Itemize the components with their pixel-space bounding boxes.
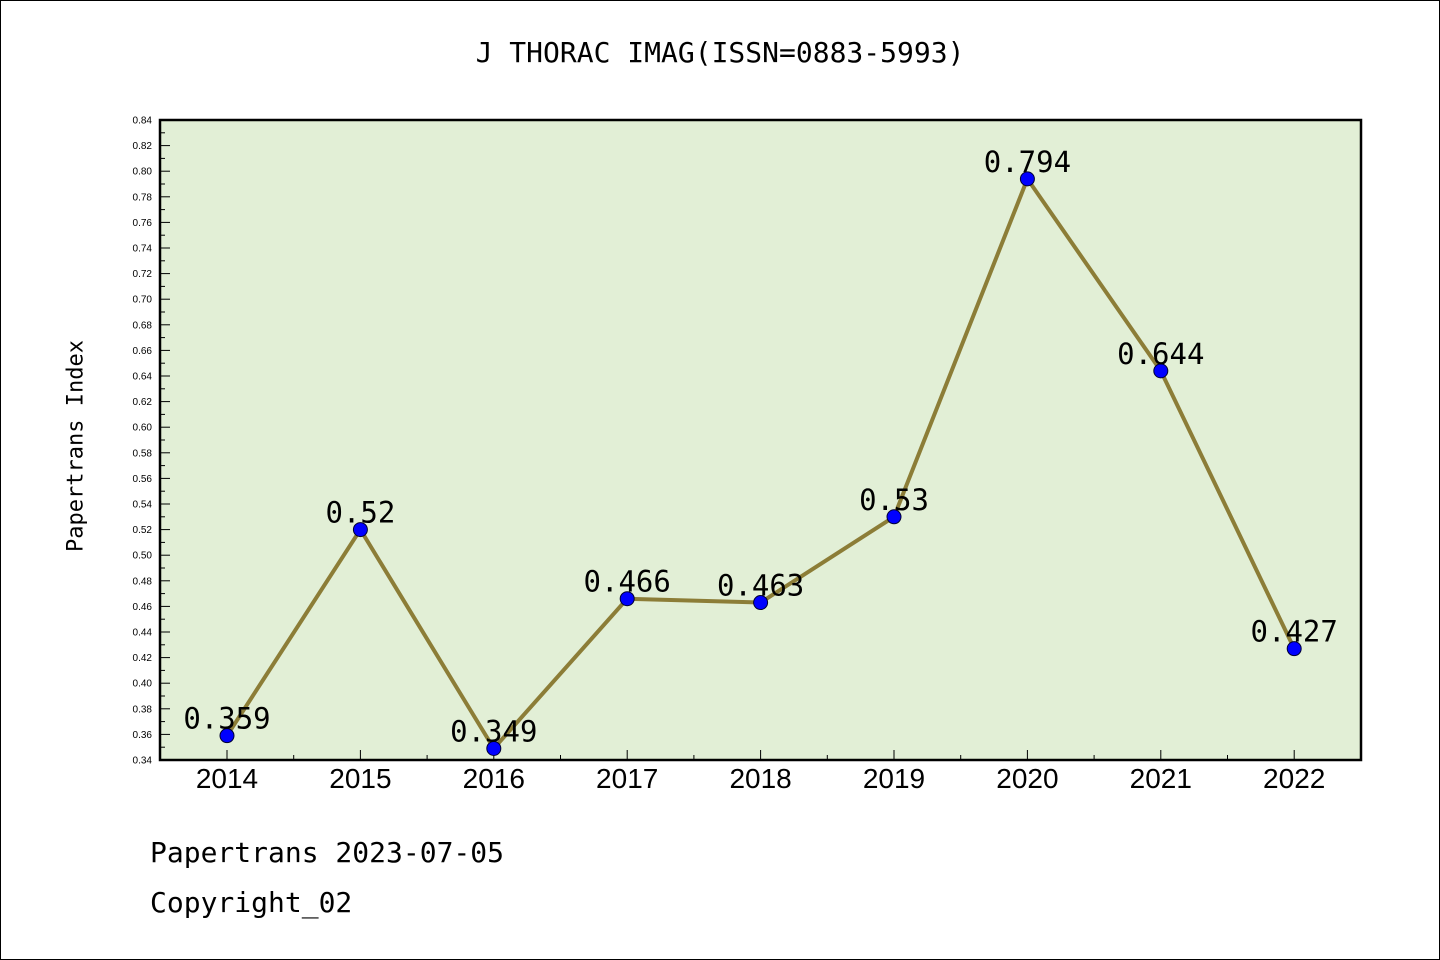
data-point — [753, 595, 769, 611]
footer-date: Papertrans 2023-07-05 — [150, 836, 505, 869]
y-tick-label: 0.40 — [133, 679, 153, 690]
data-point — [486, 740, 502, 756]
data-point — [886, 509, 902, 525]
y-tick-label: 0.46 — [133, 602, 153, 613]
y-tick-label: 0.70 — [133, 295, 153, 306]
x-tick-label: 2021 — [1130, 763, 1192, 794]
data-label: 0.359 — [183, 702, 270, 736]
plot-area — [160, 120, 1361, 760]
y-tick-label: 0.54 — [133, 500, 153, 511]
data-point — [219, 728, 235, 744]
y-tick-label: 0.64 — [133, 372, 153, 383]
x-tick-label: 2019 — [863, 763, 925, 794]
y-tick-label: 0.82 — [133, 141, 153, 152]
data-label: 0.644 — [1117, 337, 1204, 371]
data-point — [619, 591, 635, 607]
data-point — [1153, 363, 1169, 379]
data-label: 0.463 — [717, 569, 804, 603]
y-tick-label: 0.42 — [133, 653, 153, 664]
y-tick-label: 0.52 — [133, 525, 153, 536]
y-tick-label: 0.48 — [133, 576, 153, 587]
chart-title: J THORAC IMAG(ISSN=0883-5993) — [475, 36, 965, 69]
y-tick-label: 0.36 — [133, 730, 153, 741]
y-tick-label: 0.62 — [133, 397, 153, 408]
y-tick-label: 0.66 — [133, 346, 153, 357]
data-label: 0.466 — [584, 565, 671, 599]
y-tick-label: 0.72 — [133, 269, 153, 280]
y-tick-label: 0.76 — [133, 218, 153, 229]
y-tick-label: 0.38 — [133, 704, 153, 715]
y-tick-label: 0.80 — [133, 167, 153, 178]
y-tick-label: 0.78 — [133, 192, 153, 203]
y-tick-label: 0.50 — [133, 551, 153, 562]
y-tick-label: 0.60 — [133, 423, 153, 434]
data-label: 0.349 — [450, 714, 537, 748]
x-tick-label: 2016 — [463, 763, 525, 794]
data-label: 0.794 — [984, 145, 1071, 179]
data-point — [1019, 171, 1035, 187]
x-tick-label: 2020 — [996, 763, 1058, 794]
data-label: 0.52 — [325, 496, 395, 530]
data-point — [1286, 641, 1302, 657]
y-tick-label: 0.44 — [133, 628, 153, 639]
footer-copyright: Copyright_02 — [150, 886, 353, 919]
y-tick-label: 0.56 — [133, 474, 153, 485]
x-tick-label: 2014 — [196, 763, 258, 794]
data-point — [352, 522, 368, 538]
x-tick-label: 2017 — [596, 763, 658, 794]
y-tick-label: 0.84 — [133, 116, 153, 127]
x-tick-label: 2018 — [729, 763, 791, 794]
y-tick-label: 0.58 — [133, 448, 153, 459]
x-tick-label: 2022 — [1263, 763, 1325, 794]
data-label: 0.427 — [1251, 615, 1338, 649]
y-tick-label: 0.68 — [133, 320, 153, 331]
x-tick-label: 2015 — [329, 763, 391, 794]
y-tick-label: 0.34 — [133, 756, 153, 767]
plot-border — [158, 118, 1363, 762]
data-label: 0.53 — [859, 483, 929, 517]
y-tick-label: 0.74 — [133, 244, 153, 255]
